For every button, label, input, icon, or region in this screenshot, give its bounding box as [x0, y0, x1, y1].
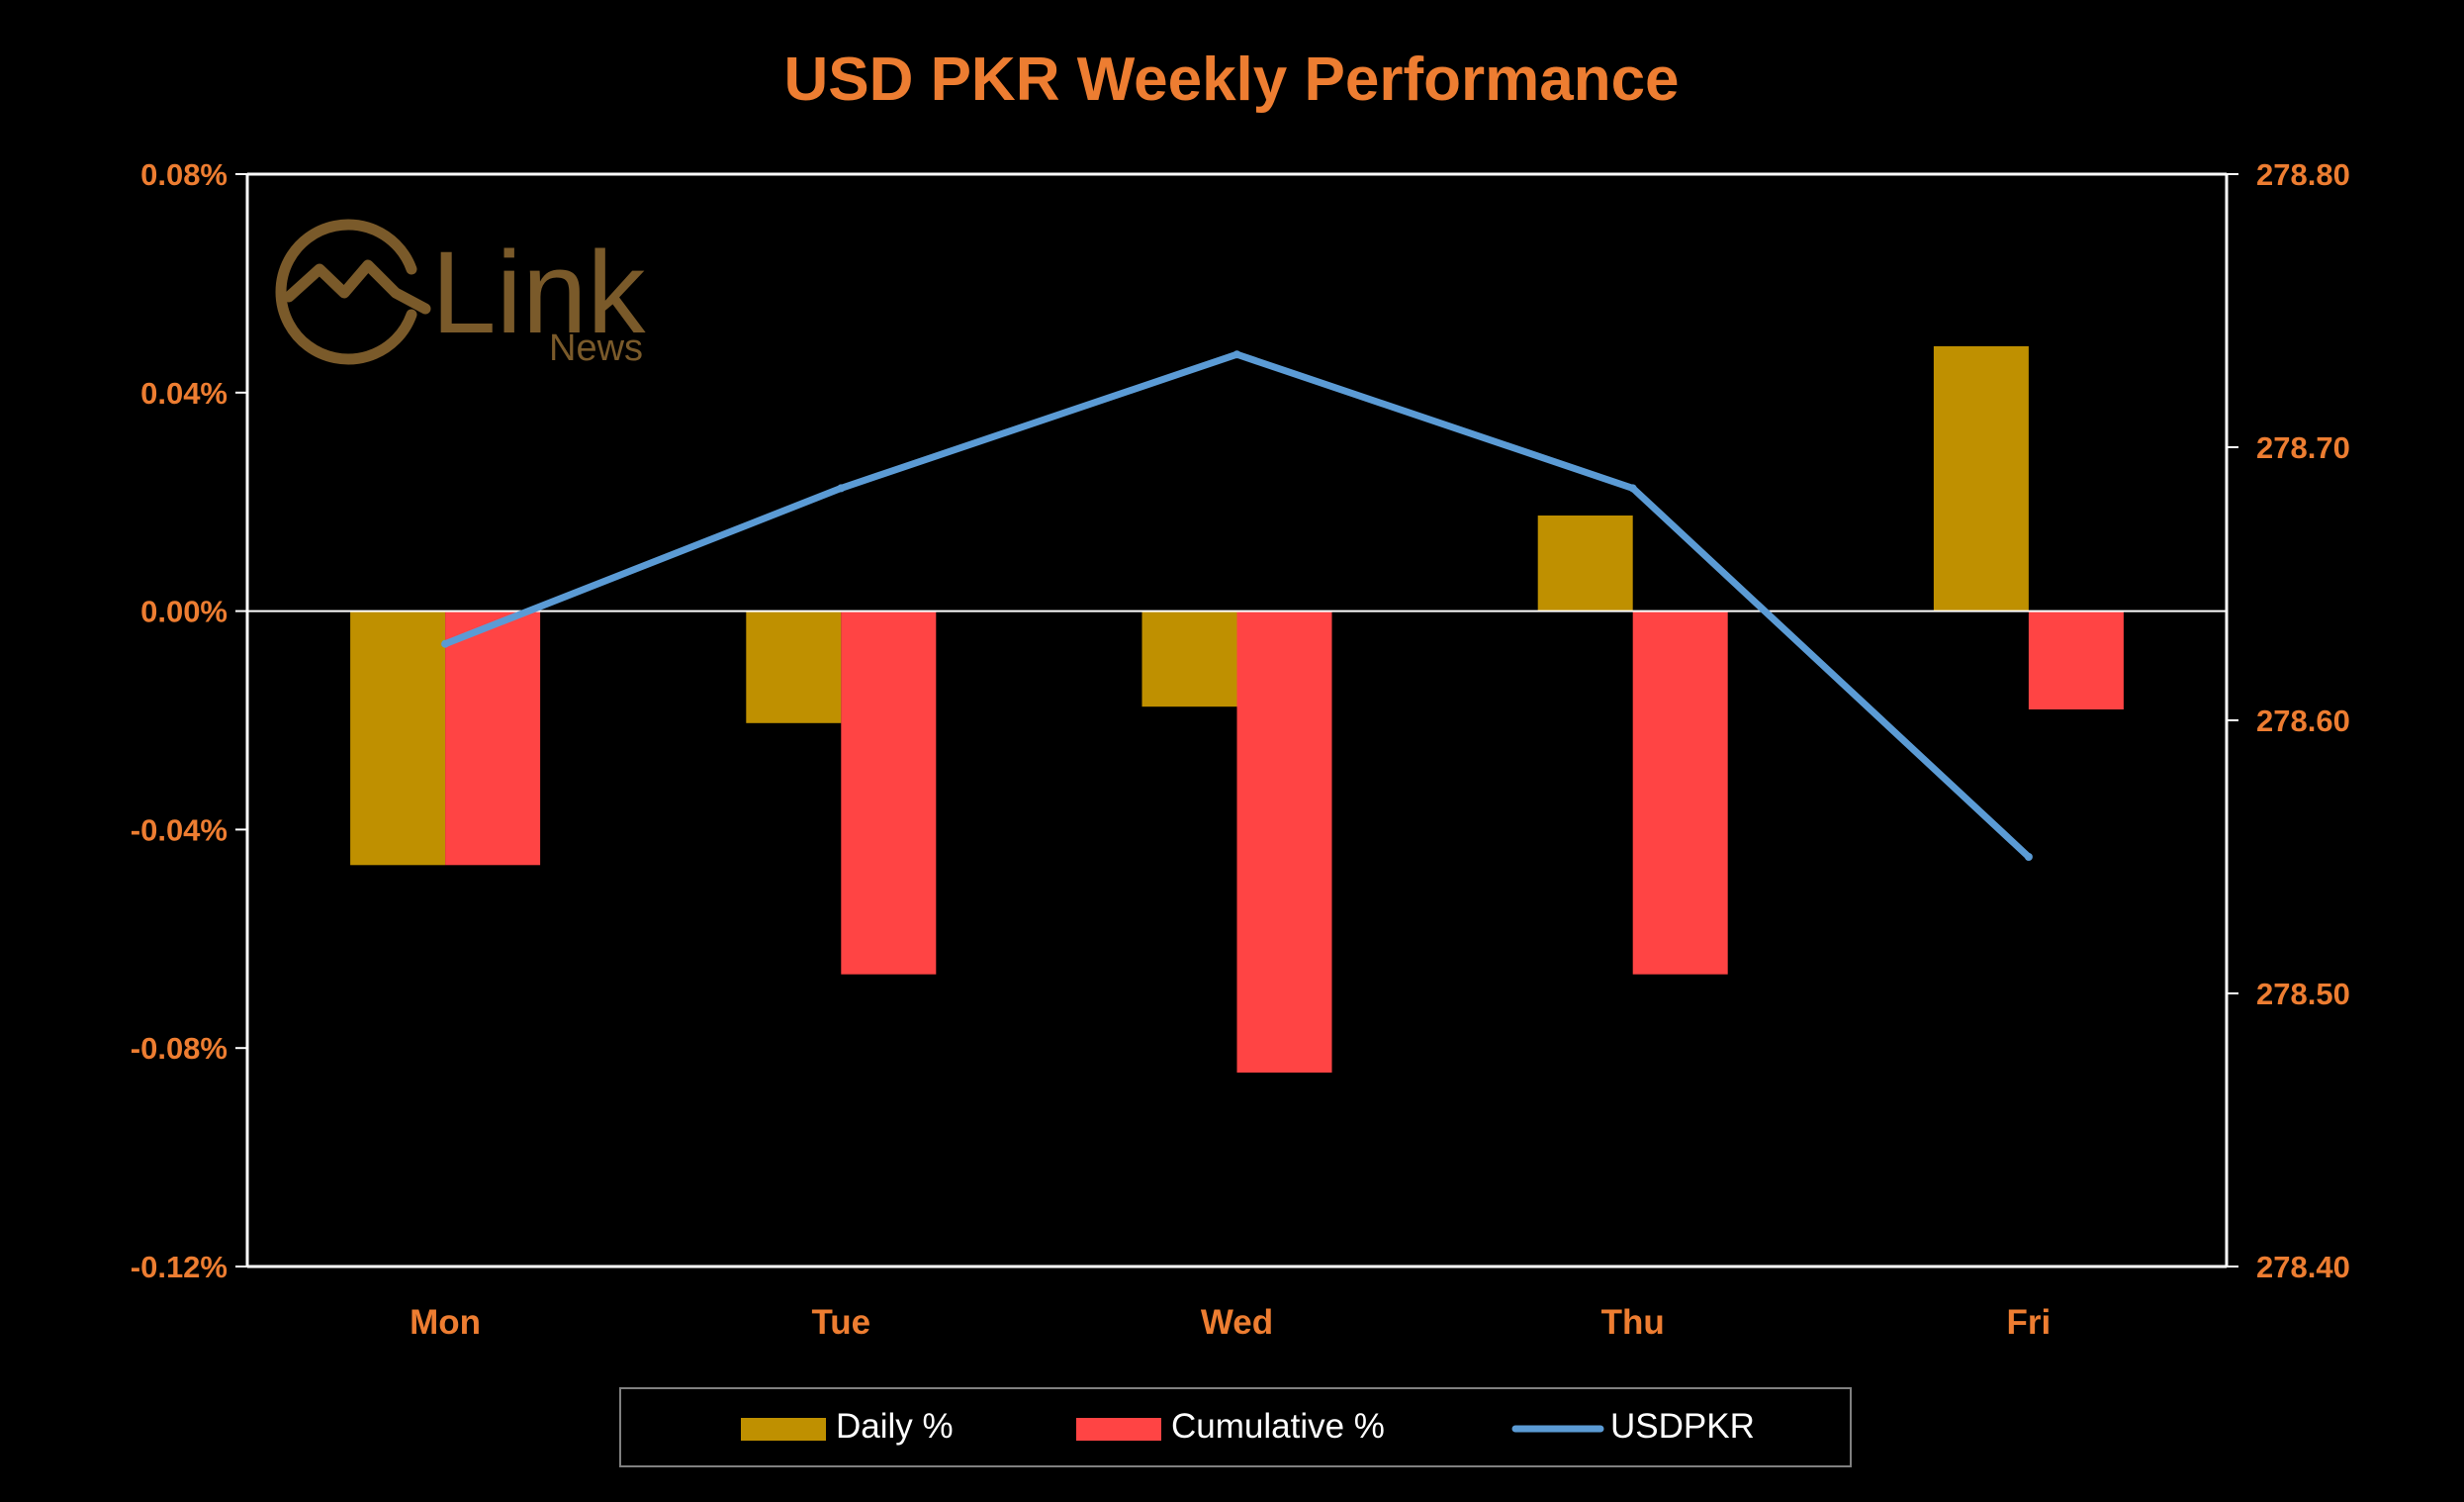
legend-label-cumulative: Cumulative %: [1171, 1407, 1385, 1446]
line-layer: [441, 350, 2033, 861]
x-tick-label-fri: Fri: [2007, 1303, 2052, 1342]
cumulative-bar-tue: [841, 610, 937, 975]
usdpkr-point-thu: [1628, 484, 1637, 493]
usdpkr-point-fri: [2024, 853, 2033, 861]
usdpkr-point-wed: [1232, 350, 1241, 359]
legend: Daily % Cumulative % USDPKR: [619, 1387, 1852, 1467]
legend-box: [619, 1387, 1852, 1467]
x-tick-label-wed: Wed: [1201, 1303, 1273, 1342]
cumulative-bar-wed: [1236, 610, 1332, 1073]
daily-bar-tue: [746, 610, 842, 723]
left-tick-label: -0.04%: [131, 812, 228, 847]
left-tick-label: -0.12%: [131, 1250, 228, 1284]
right-tick-label: 278.60: [2256, 704, 2350, 738]
daily-bar-thu: [1537, 516, 1633, 611]
cumulative-bar-fri: [2028, 610, 2124, 709]
right-tick-label: 278.70: [2256, 430, 2350, 465]
left-tick-label: -0.08%: [131, 1031, 228, 1066]
mountain-circle-icon: [275, 219, 431, 365]
daily-bar-fri: [1933, 345, 2029, 611]
logo-sub-text: News: [549, 328, 643, 369]
usdpkr-point-mon: [441, 639, 450, 648]
legend-swatch-daily: [741, 1418, 826, 1441]
axes-layer: [235, 172, 2238, 1268]
right-tick-label: 278.80: [2256, 157, 2350, 192]
tick-labels-layer: 0.08% 0.04% 0.00% -0.04% -0.08% -0.12% 278.80 2…: [131, 157, 2350, 1342]
logo-main-text: Link: [431, 228, 646, 358]
x-tick-label-thu: Thu: [1601, 1303, 1665, 1342]
legend-label-usdpkr: USDPKR: [1610, 1407, 1755, 1446]
right-tick-label: 278.50: [2256, 977, 2350, 1011]
x-tick-label-mon: Mon: [410, 1303, 481, 1342]
right-tick-label: 278.40: [2256, 1250, 2350, 1284]
left-tick-label: 0.00%: [140, 595, 228, 629]
daily-bar-wed: [1141, 610, 1237, 707]
link-news-logo: Link News: [275, 219, 646, 369]
daily-bar-mon: [350, 610, 446, 866]
legend-label-daily: Daily %: [836, 1407, 954, 1446]
usdpkr-point-tue: [837, 484, 846, 493]
cumulative-bar-thu: [1632, 610, 1728, 975]
bars-layer: [350, 345, 2124, 1073]
left-tick-label: 0.04%: [140, 376, 228, 411]
x-tick-label-tue: Tue: [811, 1303, 870, 1342]
cumulative-bar-mon: [445, 610, 541, 866]
left-tick-label: 0.08%: [140, 157, 228, 192]
chart-title: USD PKR Weekly Performance: [783, 46, 1679, 114]
legend-swatch-cumulative: [1076, 1418, 1161, 1441]
